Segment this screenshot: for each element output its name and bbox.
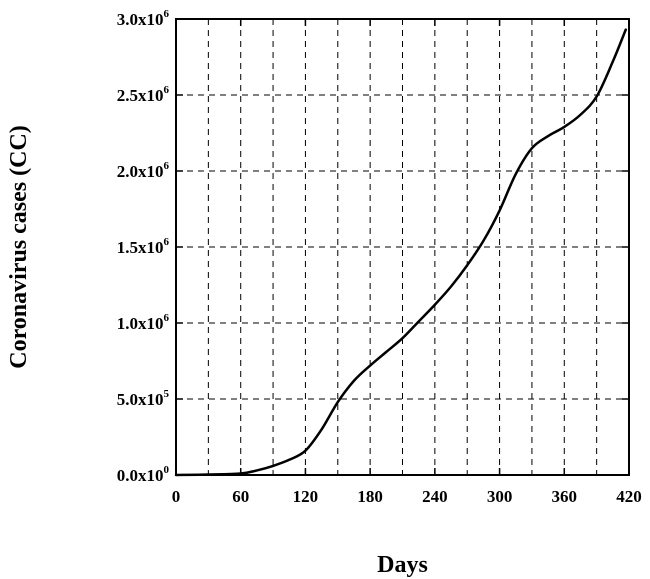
y-tick-label: 3.0x106 bbox=[117, 8, 170, 29]
y-tick-label: 1.0x106 bbox=[117, 312, 170, 333]
x-tick-labels: 0 60 120 180 240 300 360 420 bbox=[172, 487, 642, 506]
series-line bbox=[174, 28, 628, 477]
x-tick-label: 60 bbox=[232, 487, 249, 506]
x-tick-label: 120 bbox=[293, 487, 319, 506]
y-axis-title: Coronavirus cases (CC) bbox=[6, 125, 32, 369]
y-tick-label: 2.0x106 bbox=[117, 160, 170, 181]
x-axis-title: Days bbox=[377, 552, 428, 578]
axis-ticks bbox=[175, 18, 630, 476]
series-layer bbox=[174, 28, 628, 477]
y-tick-label: 1.5x106 bbox=[117, 236, 170, 257]
y-tick-label: 0.0x100 bbox=[117, 464, 170, 485]
y-tick-label: 5.0x105 bbox=[117, 388, 170, 409]
x-tick-label: 420 bbox=[616, 487, 642, 506]
x-tick-label: 240 bbox=[422, 487, 448, 506]
x-tick-label: 360 bbox=[552, 487, 578, 506]
x-tick-label: 300 bbox=[487, 487, 513, 506]
x-tick-label: 0 bbox=[172, 487, 181, 506]
x-tick-label: 180 bbox=[357, 487, 383, 506]
y-tick-label: 2.5x106 bbox=[117, 84, 170, 105]
grid-lines bbox=[176, 19, 629, 475]
y-tick-labels: 0.0x100 5.0x105 1.0x106 1.5x106 2.0x106 2.5x1… bbox=[117, 8, 170, 485]
